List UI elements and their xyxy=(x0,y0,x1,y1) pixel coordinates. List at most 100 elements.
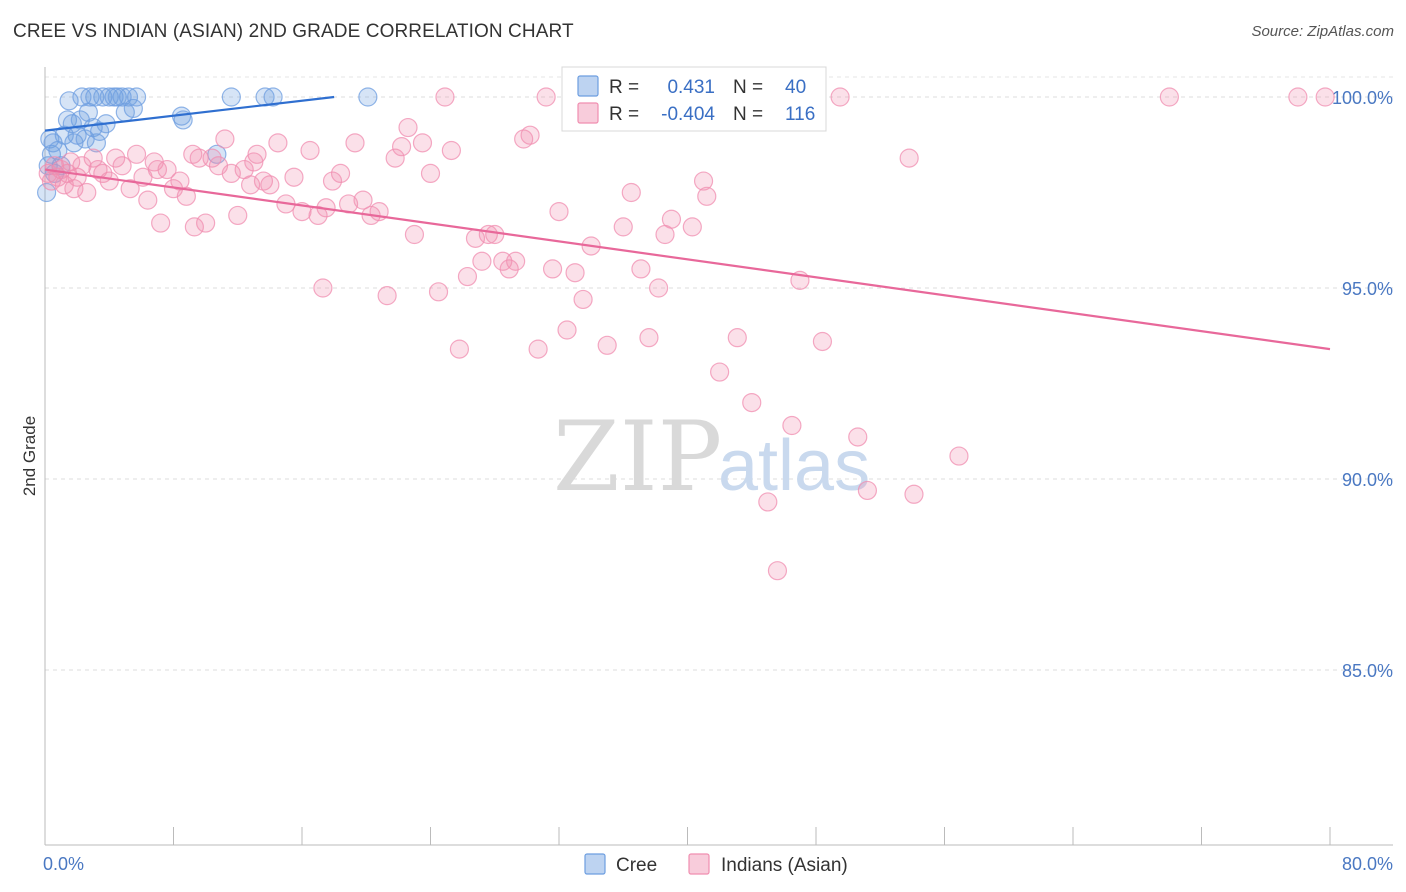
indian-point xyxy=(573,289,593,310)
indian-point xyxy=(899,148,919,168)
legend-r-value-indian: -0.404 xyxy=(661,104,715,125)
indian-point xyxy=(682,217,702,237)
indian-point xyxy=(830,87,850,107)
indian-point xyxy=(1159,87,1179,107)
indian-point xyxy=(184,217,204,237)
indian-point xyxy=(1315,87,1335,107)
cree-point xyxy=(221,87,241,107)
indian-point xyxy=(727,328,747,348)
legend-n-value-indian: 116 xyxy=(785,104,815,125)
x-tick-label: 0.0% xyxy=(43,854,84,874)
indian-point xyxy=(441,140,461,161)
indian-point xyxy=(428,282,449,302)
indian-point xyxy=(241,175,261,195)
indian-point xyxy=(520,125,540,145)
indian-point xyxy=(412,133,433,153)
indian-point xyxy=(549,202,569,222)
indian-point xyxy=(377,286,397,306)
indian-point xyxy=(221,163,241,183)
indian-point xyxy=(949,446,969,466)
indian-point xyxy=(398,117,418,138)
indian-point xyxy=(202,148,222,168)
indian-point xyxy=(228,205,248,226)
indian-point xyxy=(1288,87,1308,107)
indian-point xyxy=(151,213,171,233)
indian-point xyxy=(648,278,669,298)
series-legend-swatch-indian xyxy=(688,853,710,875)
cree-point xyxy=(126,87,147,107)
legend-r-value-cree: 0.431 xyxy=(667,77,715,98)
indian-point xyxy=(330,163,351,183)
indian-point xyxy=(767,561,788,581)
axes xyxy=(44,67,1393,846)
indian-point xyxy=(621,182,641,203)
indian-point xyxy=(506,251,526,271)
y-tick-label: 90.0% xyxy=(1342,470,1393,490)
indian-point xyxy=(742,393,762,413)
indian-point xyxy=(597,335,617,355)
indian-point xyxy=(782,415,802,436)
indian-point xyxy=(848,427,868,447)
legend-n-label-indian: N = xyxy=(733,104,763,125)
indian-point xyxy=(812,331,833,352)
indian-point xyxy=(631,259,651,279)
indian-point xyxy=(284,167,304,187)
cree-point xyxy=(107,87,127,107)
indian-trend-line xyxy=(44,168,1331,351)
cree-point xyxy=(93,87,113,107)
legend-box xyxy=(561,66,827,132)
indian-point xyxy=(857,480,878,501)
chart-title: CREE VS INDIAN (ASIAN) 2ND GRADE CORRELA… xyxy=(13,21,574,42)
indian-point xyxy=(710,362,730,382)
indian-point xyxy=(613,217,633,237)
series-legend-swatch-cree xyxy=(584,853,606,875)
correlation-legend: R = 0.431 N = 40 R = -0.404 N = 116 xyxy=(561,66,827,132)
indian-point xyxy=(557,320,577,340)
indian-point xyxy=(308,205,328,226)
indian-point xyxy=(693,171,714,191)
indian-point xyxy=(565,263,585,283)
x-tick-label: 80.0% xyxy=(1342,854,1393,874)
indian-point xyxy=(472,251,492,271)
watermark-zip: ZIP xyxy=(553,401,722,513)
legend-r-label-cree: R = xyxy=(609,77,639,98)
cree-point xyxy=(118,87,139,107)
indian-point xyxy=(215,129,235,149)
indian-point xyxy=(83,148,103,168)
indian-point xyxy=(385,148,405,168)
indian-point xyxy=(353,190,373,210)
indian-point xyxy=(260,175,280,195)
cree-point xyxy=(123,98,143,119)
indian-point xyxy=(147,159,168,180)
cree-trend-line xyxy=(44,95,335,132)
watermark: ZIP atlas xyxy=(553,401,870,513)
cree-point xyxy=(37,182,57,203)
y-tick-label: 100.0% xyxy=(1332,88,1393,108)
legend-r-label-indian: R = xyxy=(609,104,639,125)
indian-point xyxy=(196,213,216,233)
indian-point xyxy=(449,339,470,359)
cree-point xyxy=(358,87,378,107)
indian-point xyxy=(126,144,147,164)
indian-point xyxy=(138,190,158,210)
legend-swatch-cree xyxy=(577,75,599,97)
trend-lines xyxy=(44,95,1331,351)
indian-point xyxy=(485,224,505,245)
series-legend-label-indian: Indians (Asian) xyxy=(721,855,848,876)
indian-point xyxy=(106,148,126,168)
indian-point xyxy=(322,171,343,191)
indian-point xyxy=(758,492,778,512)
indian-point xyxy=(64,179,84,199)
indian-point xyxy=(157,159,177,180)
source-label: Source: ZipAtlas.com xyxy=(1251,23,1394,40)
indian-point xyxy=(528,339,548,359)
indian-point xyxy=(639,328,659,348)
indian-point xyxy=(77,182,97,203)
cree-point xyxy=(59,91,79,111)
indian-point xyxy=(435,87,455,107)
cree-point xyxy=(112,87,132,107)
legend-n-value-cree: 40 xyxy=(785,77,806,98)
indian-point xyxy=(904,484,924,504)
indian-point xyxy=(661,209,682,229)
